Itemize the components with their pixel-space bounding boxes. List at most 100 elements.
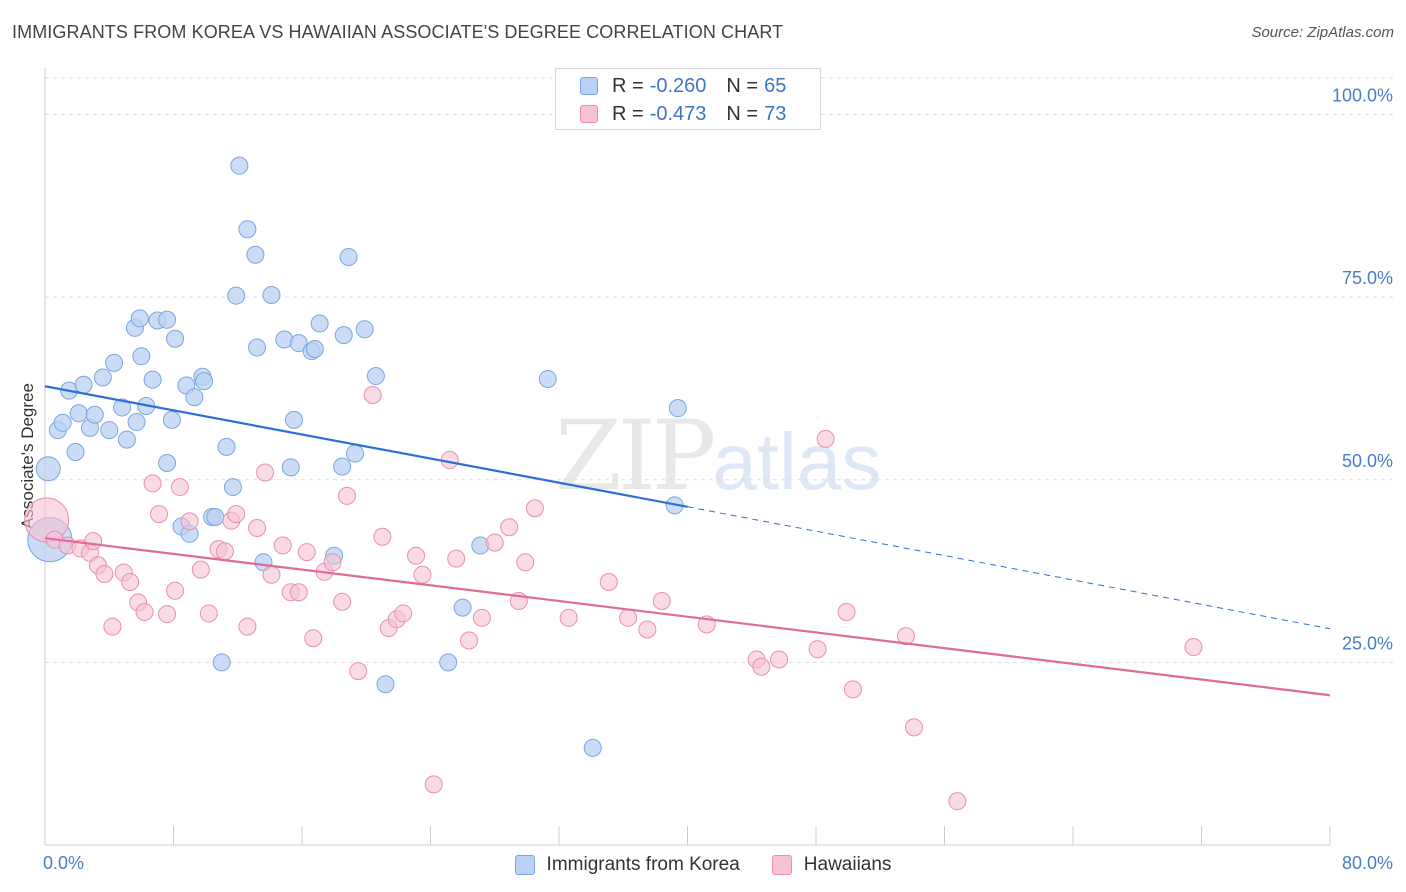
hawaiians-point bbox=[103, 617, 122, 636]
legend-item-korea[interactable]: Immigrants from Korea bbox=[514, 854, 740, 876]
r-value: -0.473 bbox=[649, 102, 707, 125]
korea-point bbox=[439, 653, 458, 672]
hawaiians-point bbox=[289, 583, 308, 602]
korea-point bbox=[143, 370, 162, 389]
hawaiians-point bbox=[95, 564, 114, 583]
y-tick-label: 100.0% bbox=[1332, 86, 1393, 106]
korea-point bbox=[85, 405, 104, 424]
hawaiians-point bbox=[150, 505, 169, 524]
chart-title: IMMIGRANTS FROM KOREA VS HAWAIIAN ASSOCI… bbox=[12, 22, 784, 42]
korea-point bbox=[289, 334, 308, 353]
korea-point bbox=[158, 310, 177, 329]
hawaiians-point bbox=[599, 573, 618, 592]
hawaiians-point bbox=[472, 608, 491, 627]
y-tick-label: 50.0% bbox=[1342, 451, 1393, 471]
korea-point bbox=[74, 375, 93, 394]
korea-point bbox=[130, 309, 149, 328]
korea-point bbox=[195, 372, 214, 391]
hawaiians-point bbox=[752, 657, 771, 676]
hawaiians-point bbox=[248, 518, 267, 537]
korea-point bbox=[366, 367, 385, 386]
hawaiians-point bbox=[948, 792, 967, 811]
hawaiians-point bbox=[323, 553, 342, 572]
hawaiians-point bbox=[337, 486, 356, 505]
source-label: Source: ZipAtlas.com bbox=[1251, 24, 1394, 41]
n-key: N = bbox=[726, 74, 759, 97]
stats-row-hawaiians: R = -0.473 N = 73 bbox=[580, 102, 806, 126]
korea-point bbox=[206, 508, 225, 527]
hawaiians-point bbox=[500, 518, 519, 537]
hawaiians-point bbox=[256, 463, 275, 482]
korea-point bbox=[346, 444, 365, 463]
hawaiians-point bbox=[158, 605, 177, 624]
hawaiians-point bbox=[619, 608, 638, 627]
y-axis-title: Associate's Degree bbox=[18, 383, 37, 529]
korea-point bbox=[538, 369, 557, 388]
korea-point bbox=[376, 675, 395, 694]
hawaiians-point bbox=[837, 602, 856, 621]
korea-point bbox=[583, 738, 602, 757]
korea-point bbox=[166, 329, 185, 348]
hawaiians-point bbox=[215, 542, 234, 561]
korea-point bbox=[162, 410, 181, 429]
korea-point bbox=[217, 437, 236, 456]
hawaiians-point bbox=[170, 478, 189, 497]
hawaiians-point bbox=[166, 581, 185, 600]
x-tick-label: 80.0% bbox=[1342, 853, 1393, 873]
hawaiians-point bbox=[333, 592, 352, 611]
hawaiians-point bbox=[843, 680, 862, 699]
hawaiians-point bbox=[460, 631, 479, 650]
korea-trendline bbox=[44, 385, 688, 508]
korea-trendline-extension bbox=[687, 506, 1331, 630]
hawaiians-point bbox=[373, 527, 392, 546]
korea-point bbox=[185, 388, 204, 407]
korea-point bbox=[248, 338, 267, 357]
korea-point bbox=[117, 430, 136, 449]
y-tick-label: 75.0% bbox=[1342, 268, 1393, 288]
r-key: R = bbox=[612, 74, 644, 97]
korea-point bbox=[69, 404, 88, 423]
stats-row-korea: R = -0.260 N = 65 bbox=[580, 74, 806, 98]
hawaiians-point bbox=[407, 546, 426, 565]
legend-item-hawaiians[interactable]: Hawaiians bbox=[771, 854, 892, 876]
hawaiians-point bbox=[424, 775, 443, 794]
hawaiians-point bbox=[413, 565, 432, 584]
hawaiians-trendline bbox=[44, 537, 1331, 697]
korea-point bbox=[339, 247, 358, 266]
r-value: -0.260 bbox=[649, 74, 707, 97]
hawaiians-point bbox=[84, 532, 103, 551]
korea-point bbox=[333, 457, 352, 476]
korea-point bbox=[93, 368, 112, 387]
n-value: 73 bbox=[764, 102, 787, 125]
hawaiians-point bbox=[485, 533, 504, 552]
korea-point bbox=[132, 347, 151, 366]
korea-point bbox=[230, 156, 249, 175]
korea-point bbox=[212, 653, 231, 672]
hawaiians-point bbox=[363, 386, 382, 405]
korea-point bbox=[334, 326, 353, 345]
korea-point bbox=[453, 598, 472, 617]
korea-point bbox=[246, 245, 265, 264]
hawaiians-point bbox=[227, 505, 246, 524]
legend-label: Hawaiians bbox=[803, 854, 892, 875]
hawaiians-point bbox=[904, 718, 923, 737]
hawaiians-point bbox=[238, 617, 257, 636]
korea-point bbox=[100, 421, 119, 440]
korea-point bbox=[223, 478, 242, 497]
hawaiians-point bbox=[559, 608, 578, 627]
korea-point bbox=[66, 443, 85, 462]
korea-point bbox=[310, 314, 329, 333]
r-key: R = bbox=[612, 102, 644, 125]
n-key: N = bbox=[726, 102, 759, 125]
hawaiians-point bbox=[191, 560, 210, 579]
legend-label: Immigrants from Korea bbox=[546, 854, 740, 875]
korea-point bbox=[158, 453, 177, 472]
korea-point bbox=[668, 399, 687, 418]
hawaiians-point bbox=[262, 565, 281, 584]
hawaiians-point bbox=[808, 640, 827, 659]
korea-point bbox=[35, 456, 61, 482]
n-value: 65 bbox=[764, 74, 787, 97]
hawaiians-point bbox=[394, 604, 413, 623]
hawaiians-swatch bbox=[771, 855, 792, 875]
korea-point bbox=[262, 285, 281, 304]
